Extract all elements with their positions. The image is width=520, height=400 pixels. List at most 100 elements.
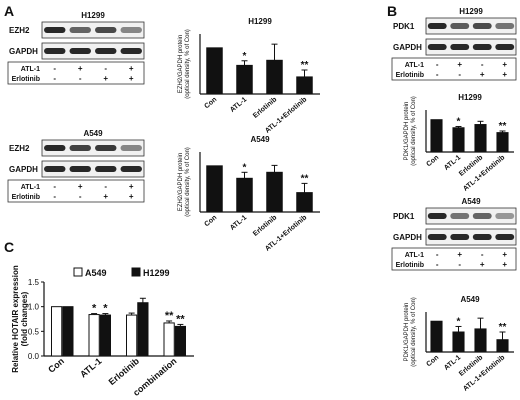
y-axis-label: (optical density, % of Con) xyxy=(411,96,417,166)
bar xyxy=(452,127,465,153)
blot-band xyxy=(95,48,117,54)
treatment-mark: - xyxy=(436,60,439,69)
bar xyxy=(474,124,487,153)
bar xyxy=(206,47,223,95)
blot-protein-label: EZH2 xyxy=(9,26,30,35)
blot-band xyxy=(120,27,142,33)
treatment-table xyxy=(7,61,145,85)
treatment-mark: + xyxy=(502,60,507,69)
blot-cell-line: A549 xyxy=(461,197,481,206)
treatment-mark: - xyxy=(481,250,484,259)
significance-mark: ** xyxy=(301,60,309,71)
blot-band xyxy=(472,23,492,29)
significance-mark: * xyxy=(243,51,247,62)
panel-label-c: C xyxy=(4,239,14,255)
chart-title: H1299 xyxy=(248,17,272,26)
bar xyxy=(236,64,253,95)
treatment-mark: + xyxy=(129,192,134,201)
category-label: ATL-1 xyxy=(229,214,248,232)
category-label: Con xyxy=(203,96,218,110)
treatment-table xyxy=(391,57,517,81)
blot-protein-label: EZH2 xyxy=(9,144,30,153)
bar xyxy=(296,76,313,95)
bar xyxy=(296,192,313,213)
y-axis-label: EZH2/GAPDH protein xyxy=(178,35,184,93)
treatment-table xyxy=(7,179,145,203)
treatment-mark: + xyxy=(480,70,485,79)
blot-band xyxy=(69,48,91,54)
blot-band xyxy=(44,27,66,33)
blot-band xyxy=(450,23,470,29)
blot-protein-label: PDK1 xyxy=(393,22,415,31)
treatment-mark: - xyxy=(458,70,461,79)
blot-band xyxy=(450,213,470,219)
treatment-mark: - xyxy=(436,250,439,259)
treatment-label: Erlotinib xyxy=(12,76,40,83)
treatment-mark: + xyxy=(502,70,507,79)
blot-membrane-loading xyxy=(41,42,145,60)
treatment-mark: + xyxy=(502,260,507,269)
blot-membrane-loading xyxy=(425,38,517,56)
bar xyxy=(174,325,186,357)
treatment-mark: - xyxy=(104,182,107,191)
blot-band xyxy=(44,145,66,151)
treatment-mark: + xyxy=(502,250,507,259)
blot-membrane-target xyxy=(41,139,145,157)
treatment-mark: - xyxy=(53,192,56,201)
significance-mark: ** xyxy=(499,322,507,333)
treatment-mark: + xyxy=(129,64,134,73)
y-axis-label: PDK1/GAPDH protein xyxy=(404,102,410,161)
bar xyxy=(62,306,74,357)
blot-band xyxy=(472,44,492,50)
bar-chart-4: A549 PDK1/GAPDH protein (optical density, … xyxy=(404,295,514,393)
legend-swatch xyxy=(73,267,83,277)
treatment-label: ATL-1 xyxy=(21,184,40,191)
significance-mark: * xyxy=(243,162,247,173)
blot-band xyxy=(120,145,142,151)
y-tick-label: 0.0 xyxy=(28,352,40,361)
blot-band xyxy=(69,166,91,172)
category-label: Erlotinib xyxy=(107,356,142,387)
treatment-mark: + xyxy=(129,182,134,191)
treatment-mark: + xyxy=(480,260,485,269)
treatment-mark: - xyxy=(481,60,484,69)
significance-mark: ** xyxy=(301,173,309,184)
blot-band xyxy=(495,23,515,29)
category-label: Con xyxy=(425,354,440,368)
category-label: Erlotinib xyxy=(252,214,278,238)
blot-band xyxy=(472,234,492,240)
y-axis-label: PDK1/GAPDH protein xyxy=(404,303,410,362)
y-axis-label: (fold changes) xyxy=(20,291,29,346)
bar-chart-5: Relative HOTAIR expression (fold changes)… xyxy=(11,265,194,398)
y-tick-label: 1.0 xyxy=(28,303,40,312)
treatment-mark: + xyxy=(129,74,134,83)
panel-label-a: A xyxy=(4,3,14,19)
blot-band xyxy=(69,145,91,151)
blot-loading-label: GAPDH xyxy=(393,233,422,242)
category-label: Con xyxy=(203,214,218,228)
treatment-mark: - xyxy=(458,260,461,269)
bar-chart-2: A549 EZH2/GAPDH protein (optical density, … xyxy=(178,135,320,253)
blot-cell-line: A549 xyxy=(83,129,103,138)
bar xyxy=(266,171,283,213)
blot-membrane-target xyxy=(425,17,517,35)
chart-title: H1299 xyxy=(458,93,482,102)
bar xyxy=(137,302,149,357)
bar xyxy=(430,320,443,353)
treatment-label: Erlotinib xyxy=(396,262,424,269)
bar xyxy=(99,314,111,357)
bar xyxy=(236,177,253,213)
panel-label-b: B xyxy=(387,3,397,19)
category-label: Con xyxy=(425,154,440,168)
blot-loading-label: GAPDH xyxy=(9,165,38,174)
category-label: Erlotinib xyxy=(252,96,278,120)
treatment-mark: - xyxy=(79,192,82,201)
y-axis-label: (optical density, % of Con) xyxy=(185,29,191,99)
bar-chart-3: H1299 PDK1/GAPDH protein (optical density,… xyxy=(404,93,514,193)
treatment-mark: - xyxy=(79,74,82,83)
bar xyxy=(266,59,283,95)
blot-band xyxy=(69,27,91,33)
